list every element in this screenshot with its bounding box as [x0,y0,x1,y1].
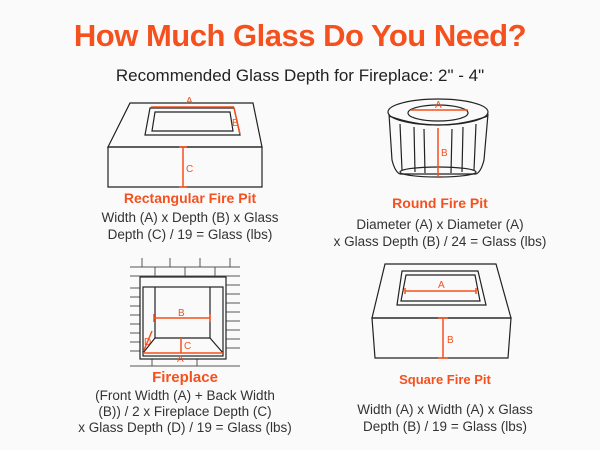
marker-d: D [144,337,151,348]
line-art [130,258,240,367]
page-subtitle: Recommended Glass Depth for Fireplace: 2… [115,66,485,85]
line-art [473,123,477,171]
marker-b: B [232,118,239,129]
fireplace-title: Fireplace [152,369,218,386]
square-fire-pit-title: Square Fire Pit [399,372,491,387]
line-art [209,337,224,354]
formula-line: x Glass Depth (D) / 19 = Glass (lbs) [78,420,292,435]
line-art [233,107,241,135]
line-art [151,111,234,132]
marker-a: A [438,280,445,291]
formula-line: Width (A) x Depth (B) x Glass [101,210,279,225]
line-art [371,317,512,359]
round-fire-pit-title: Round Fire Pit [392,195,488,211]
page-title: How Much Glass Do You Need? [73,18,527,53]
marker-a: A [186,96,193,107]
line-art [407,104,469,122]
line-art [423,128,426,174]
square-fire-pit-formula: Width (A) x Width (A) x Glass Depth (B) … [330,401,560,435]
line-art [461,126,464,173]
rectangular-fire-pit-title: Rectangular Fire Pit [123,190,257,206]
formula-line: Diameter (A) x Diameter (A) [356,217,524,232]
formula-line: (Front Width (A) + Back Width [95,388,275,403]
line-art [107,102,263,148]
line-art [396,270,487,306]
line-art [143,330,153,351]
marker-c: C [186,164,193,175]
formula-line: x Glass Depth (B) / 24 = Glass (lbs) [333,234,547,249]
line-art [450,128,453,174]
line-art [107,146,263,188]
formula-line: Width (A) x Width (A) x Glass [357,402,533,417]
line-art [142,286,224,357]
square-fire-pit-illustration: A B [371,263,512,359]
line-art [413,126,416,173]
fireplace-formula: (Front Width (A) + Back Width (B)) / 2 x… [60,388,310,436]
formula-line: Depth (C) / 19 = Glass (lbs) [107,227,273,242]
marker-b: B [447,335,454,346]
marker-b: B [441,148,448,159]
line-art [388,115,489,126]
line-art [142,337,156,354]
marker-a: A [435,100,442,111]
rectangular-fire-pit-formula: Width (A) x Depth (B) x Glass Depth (C) … [80,209,300,243]
marker-b: B [178,308,185,319]
round-fire-pit-formula: Diameter (A) x Diameter (A) x Glass Dept… [320,216,560,250]
line-art [139,276,227,360]
line-art [144,107,241,136]
marker-a: A [177,354,184,365]
rectangular-fire-pit-illustration: A B C [107,96,263,188]
round-fire-pit-illustration: A B [387,98,489,178]
line-art [400,274,481,302]
formula-line: (B)) / 2 x Fireplace Depth (C) [98,404,272,419]
fireplace-illustration: B C D A [130,258,240,367]
line-art [399,123,403,171]
formula-line: Depth (B) / 19 = Glass (lbs) [363,419,527,434]
marker-c: C [184,341,191,352]
